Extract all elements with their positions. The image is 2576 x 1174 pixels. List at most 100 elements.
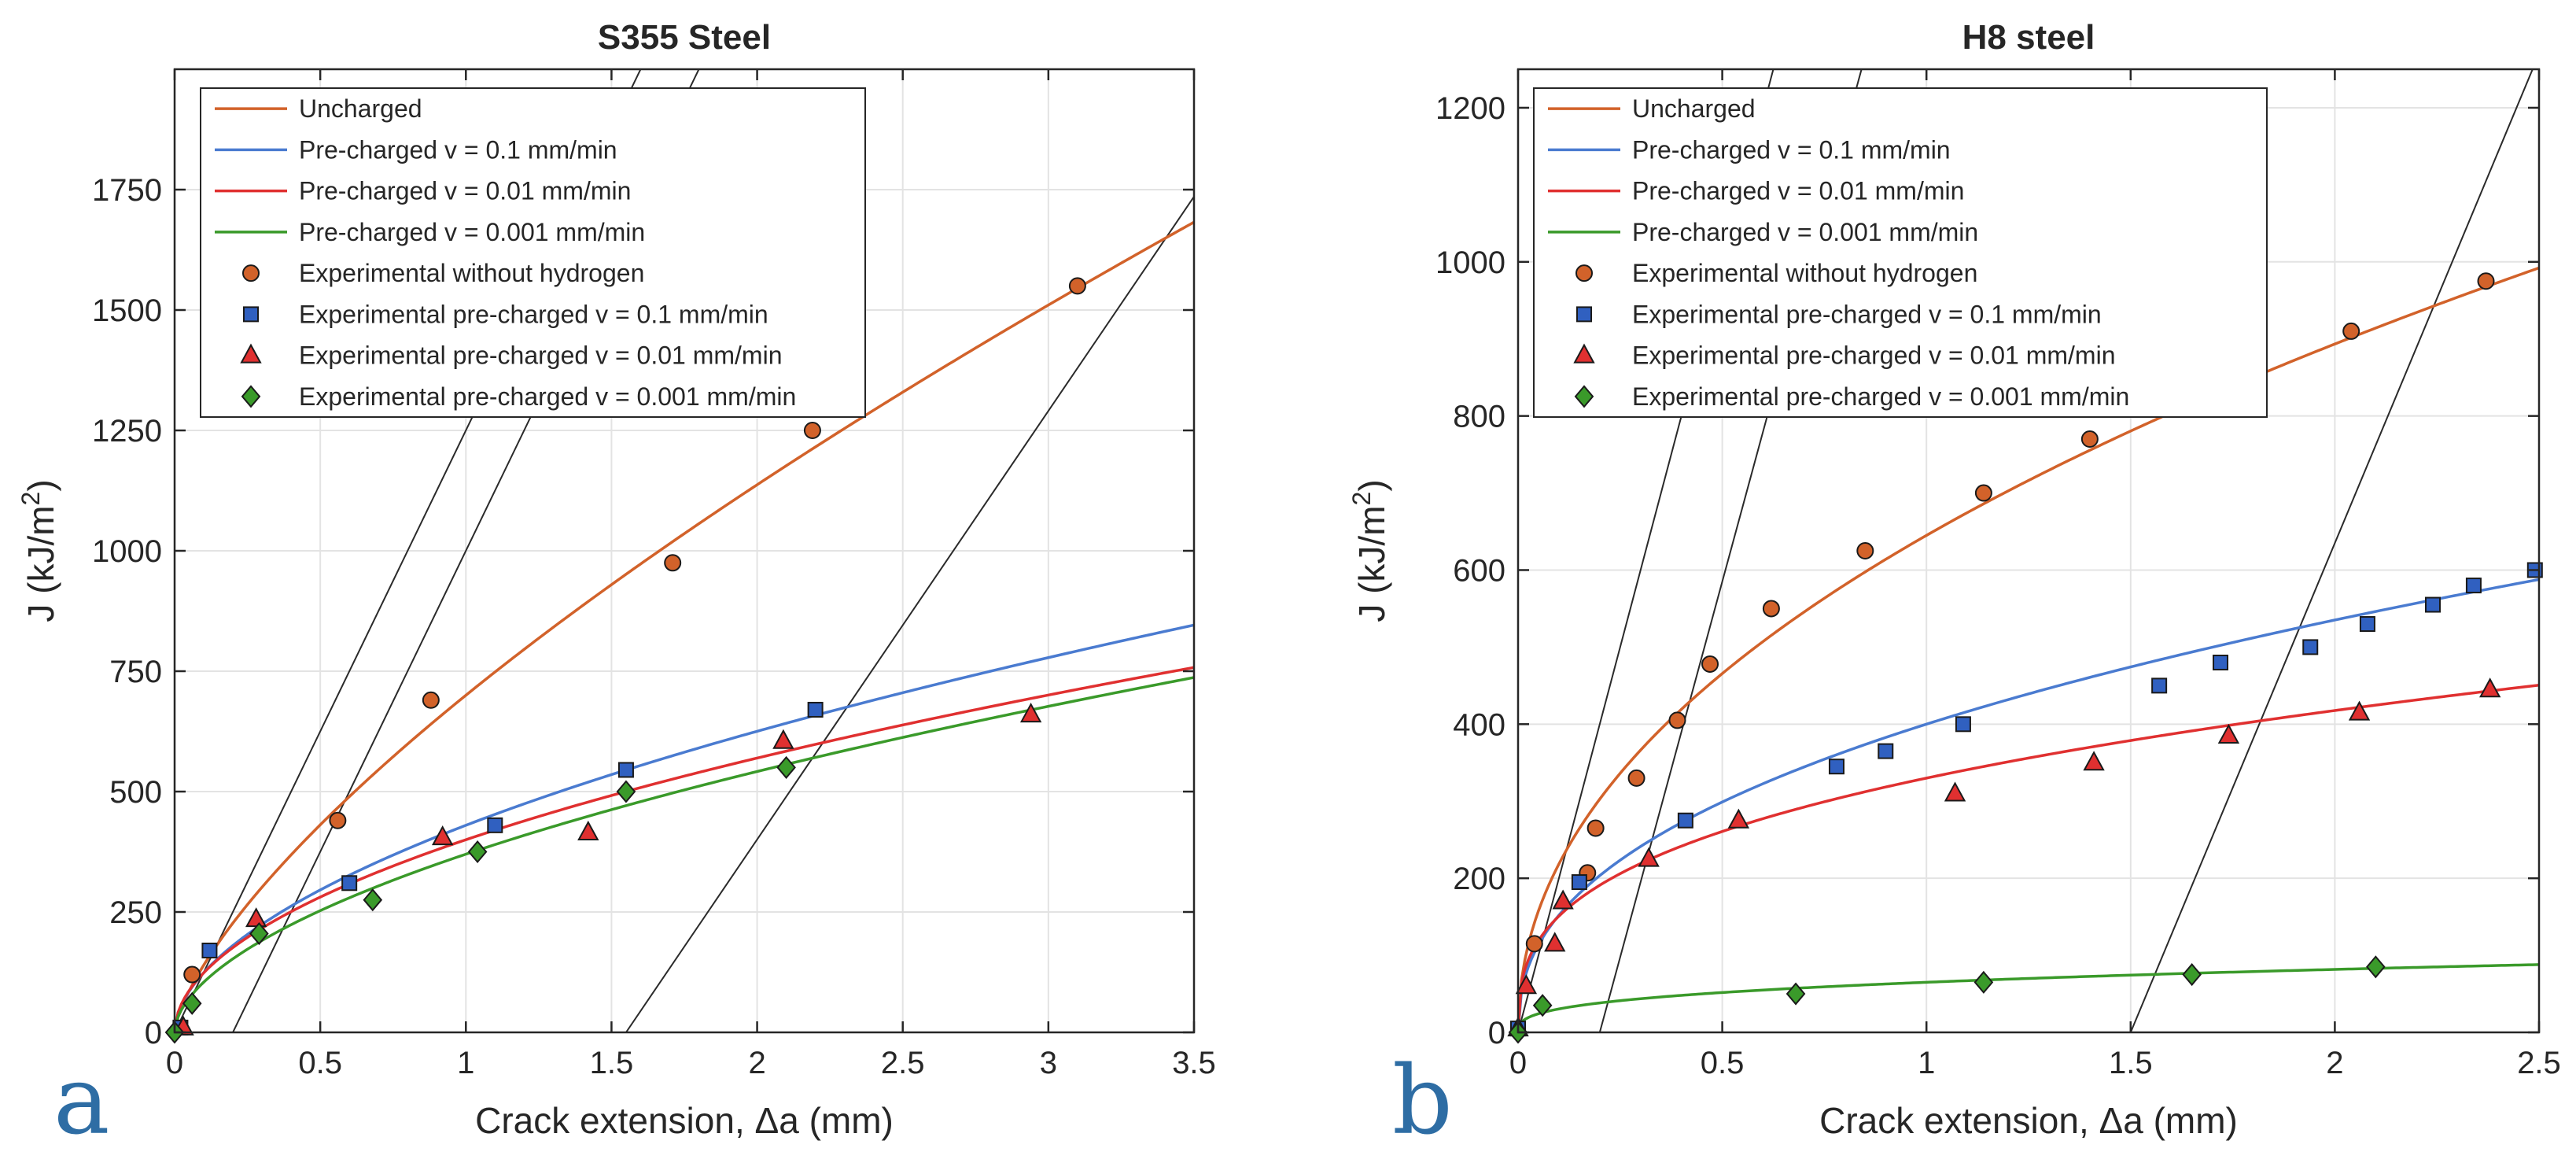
- x-tick-label: 1.5: [2109, 1046, 2153, 1080]
- data-point-diamond: [182, 991, 202, 1015]
- construction-line-3: [625, 195, 1194, 1032]
- construction-line-3: [2129, 69, 2534, 1032]
- y-axis-label: J (kJ/m2): [1347, 479, 1392, 622]
- data-point-square: [1677, 812, 1693, 829]
- y-tick-label: 800: [1453, 400, 1505, 434]
- legend-marker-diamond: [1574, 385, 1594, 408]
- legend-label: Experimental pre-charged v = 0.01 mm/min: [1632, 341, 2115, 370]
- data-point-circle: [1701, 655, 1719, 673]
- data-point-circle: [1856, 542, 1874, 559]
- data-point-triangle: [1552, 889, 1574, 910]
- y-tick-label: 600: [1453, 553, 1505, 588]
- x-tick-label: 3.5: [1172, 1046, 1216, 1080]
- data-point-circle: [1068, 277, 1086, 295]
- legend-marker-circle: [1575, 264, 1593, 282]
- y-tick-label: 1250: [92, 414, 162, 449]
- data-point-square: [341, 875, 358, 892]
- data-point-square: [2465, 578, 2482, 594]
- y-tick-label: 200: [1453, 862, 1505, 896]
- legend-label: Pre-charged v = 0.001 mm/min: [1632, 218, 1978, 246]
- legend-marker-triangle: [240, 343, 262, 364]
- data-point-square: [2425, 596, 2441, 613]
- x-axis-label: Crack extension, Δa (mm): [1819, 1100, 2238, 1141]
- x-tick-label: 0: [166, 1046, 183, 1080]
- data-point-triangle: [1544, 932, 1566, 952]
- y-axis-label-end: ): [1351, 479, 1392, 491]
- chart-a: S355 Steel 0 0.5 1 1.5 2 2.5 3 3.5 0 250 500 750 1000…: [17, 18, 1216, 1141]
- data-point-square: [2151, 677, 2168, 694]
- data-point-triangle: [1515, 974, 1538, 995]
- data-point-circle: [1762, 600, 1780, 618]
- data-point-triangle: [2479, 677, 2501, 698]
- data-point-square: [201, 942, 218, 958]
- x-tick-label: 3: [1040, 1046, 1057, 1080]
- data-point-square: [1571, 874, 1587, 891]
- y-axis-label: J (kJ/m2): [17, 479, 61, 622]
- y-tick-label: 1750: [92, 173, 162, 208]
- legend-box: [200, 87, 866, 418]
- y-tick-label: 400: [1453, 707, 1505, 742]
- data-point-triangle: [2217, 723, 2240, 744]
- x-tick-label: 0.5: [298, 1046, 342, 1080]
- data-point-triangle: [431, 825, 454, 846]
- legend-marker-circle: [242, 264, 260, 282]
- data-point-circle: [1627, 769, 1645, 787]
- legend-label: Experimental without hydrogen: [1632, 259, 1977, 287]
- data-point-square: [2213, 654, 2229, 670]
- fit-curve-4: [1518, 963, 2539, 1032]
- experimental-series-2: [172, 701, 824, 1036]
- x-tick-label: 1: [457, 1046, 474, 1080]
- y-axis-label-end: ): [20, 479, 61, 491]
- data-point-triangle: [1019, 702, 1042, 723]
- data-point-triangle: [1638, 847, 1660, 867]
- data-point-circle: [2342, 322, 2360, 340]
- data-point-triangle: [772, 729, 794, 749]
- x-tick-label: 2: [2326, 1046, 2343, 1080]
- x-tick-label: 2: [748, 1046, 765, 1080]
- experimental-series-4: [164, 755, 796, 1044]
- grid: [174, 69, 1195, 1033]
- x-tick-label: 2.5: [2517, 1046, 2561, 1080]
- data-point-triangle: [2348, 700, 2371, 721]
- legend-label: Pre-charged v = 0.01 mm/min: [1632, 177, 1964, 205]
- data-point-square: [1955, 716, 1971, 733]
- y-tick-label: 1200: [1435, 91, 1505, 126]
- legend-marker-diamond: [241, 385, 261, 408]
- chart-panel-b: H8 steel 0 0.5 1 1.5 2 2.5 0 200 400 600 800 1000 120…: [1290, 0, 2576, 1170]
- x-tick-label: 2.5: [881, 1046, 925, 1080]
- data-point-triangle: [1727, 808, 1750, 829]
- y-tick-label: 1000: [1435, 246, 1505, 280]
- x-tick-label: 1.5: [590, 1046, 634, 1080]
- panel-letter-a: a: [53, 1047, 110, 1156]
- y-tick-label: 250: [109, 895, 162, 930]
- data-point-diamond: [1532, 994, 1553, 1017]
- fit-curve-1: [175, 220, 1194, 1032]
- experimental-series-1: [183, 277, 1086, 984]
- legend-marker-square: [243, 306, 259, 323]
- data-point-circle: [422, 691, 440, 709]
- data-point-circle: [803, 422, 821, 439]
- legend-marker-triangle: [1573, 343, 1595, 364]
- data-point-circle: [1668, 711, 1686, 729]
- data-point-square: [1828, 759, 1844, 775]
- legend-label: Experimental pre-charged v = 0.1 mm/min: [1632, 300, 2102, 328]
- y-tick-label: 750: [109, 655, 162, 689]
- data-point-circle: [2080, 430, 2099, 449]
- data-point-circle: [329, 811, 347, 829]
- fit-curve-2: [1518, 578, 2539, 1032]
- legend: Uncharged Pre-charged v = 0.1 mm/min Pre-c…: [200, 87, 866, 418]
- data-point-triangle: [1944, 781, 1966, 802]
- experimental-series-1: [1525, 272, 2495, 953]
- data-point-diamond: [1786, 982, 1806, 1006]
- data-point-square: [487, 817, 503, 833]
- data-point-square: [1878, 743, 1894, 759]
- data-point-circle: [183, 965, 201, 984]
- experimental-series-4: [1508, 955, 2386, 1044]
- data-point-square: [617, 762, 634, 778]
- data-point-circle: [664, 554, 682, 572]
- legend-label: Experimental pre-charged v = 0.001 mm/mi…: [1632, 382, 2129, 411]
- legend-label: Experimental pre-charged v = 0.01 mm/min: [299, 341, 782, 370]
- legend-label: Uncharged: [299, 94, 422, 123]
- data-point-square: [2302, 639, 2319, 655]
- legend-label: Experimental without hydrogen: [299, 259, 644, 287]
